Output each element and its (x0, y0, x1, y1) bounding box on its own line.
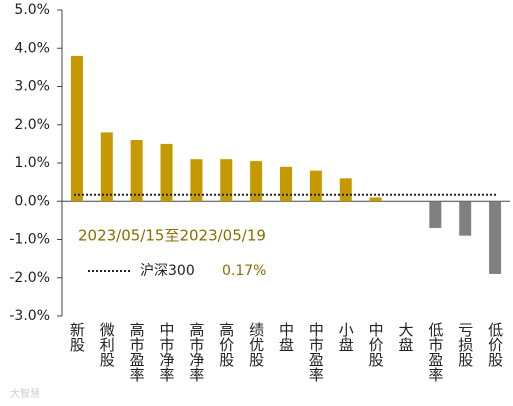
x-tick-label: 绩优股 (247, 322, 265, 368)
x-tick-label: 小盘 (337, 322, 355, 352)
x-tick-label: 中市盈率 (307, 322, 325, 382)
x-tick-label: 中价股 (367, 322, 385, 368)
x-tick-label: 低市盈率 (426, 322, 444, 382)
x-tick-label: 高市盈率 (128, 322, 146, 382)
bar (339, 178, 352, 202)
x-tick-label: 中盘 (277, 322, 295, 352)
y-tick-label: 3.0% (14, 79, 50, 95)
x-tick-label: 新股 (68, 322, 86, 353)
watermark: 大智慧 (10, 387, 40, 400)
bar (489, 201, 502, 274)
y-tick-label: 2.0% (14, 117, 50, 133)
legend-value: 0.17% (222, 263, 266, 279)
bar (369, 197, 382, 202)
x-tick-label: 高价股 (217, 322, 235, 368)
bar (220, 159, 233, 202)
bar (100, 132, 113, 202)
x-tick-label: 高市净率 (187, 322, 205, 382)
x-tick-label: 低价股 (486, 322, 504, 368)
y-tick-label: -3.0% (9, 308, 50, 324)
bar (190, 159, 203, 202)
y-tick-label: -1.0% (9, 232, 50, 248)
bar (160, 143, 173, 202)
bar (130, 140, 143, 202)
bar (70, 55, 83, 202)
bar (309, 170, 322, 202)
y-tick-label: 0.0% (14, 193, 50, 209)
x-tick-label: 中市净率 (158, 322, 176, 382)
y-tick-label: 5.0% (14, 2, 50, 18)
y-tick-label: 1.0% (14, 155, 50, 171)
x-tick-label: 亏损股 (456, 322, 474, 368)
y-tick-label: 4.0% (14, 40, 50, 56)
bar (250, 161, 263, 202)
y-tick-label: -2.0% (9, 270, 50, 286)
date-range: 2023/05/15至2023/05/19 (78, 227, 266, 245)
x-tick-label: 微利股 (98, 322, 116, 368)
x-tick-label: 大盘 (396, 322, 414, 352)
bar (429, 201, 442, 229)
bar (459, 201, 472, 236)
bar (280, 166, 292, 202)
legend-label: 沪深300 (140, 263, 195, 279)
